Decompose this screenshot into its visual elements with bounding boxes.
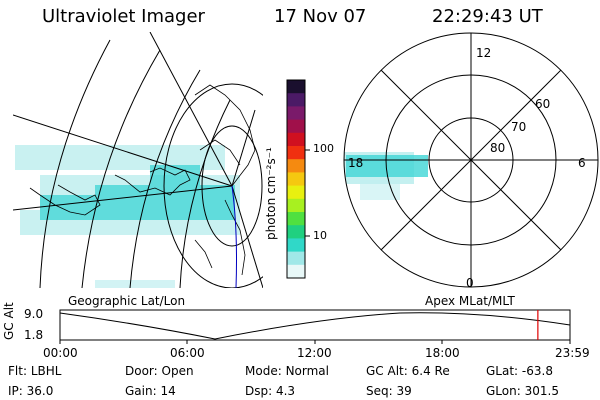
time-tick-0600: 06:00 (170, 346, 205, 360)
lat-label-60: 60 (535, 97, 551, 111)
footer-door: Door: Open (125, 364, 194, 378)
colorbar-tick-100: 100 (313, 142, 334, 155)
colorbar-segment (287, 93, 305, 107)
colorbar-segment (287, 212, 305, 226)
colorbar-segment (287, 251, 305, 266)
footer-dsp: Dsp: 4.3 (245, 384, 296, 398)
date-label: 17 Nov 07 (274, 6, 367, 27)
time-tick-0000: 00:00 (43, 346, 78, 360)
map-body (13, 32, 263, 288)
colorbar-segment (287, 159, 305, 173)
time-tick-1800: 18:00 (425, 346, 460, 360)
geographic-panel-label: Geographic Lat/Lon (68, 294, 186, 308)
altitude-tick-min: 1.8 (24, 328, 44, 342)
colorbar-segment (287, 172, 305, 187)
footer-flt: Flt: LBHL (8, 364, 62, 378)
colorbar-segment (287, 119, 305, 134)
footer-glat: GLat: -63.8 (486, 364, 553, 378)
footer-seq: Seq: 39 (366, 384, 412, 398)
footer-mode: Mode: Normal (245, 364, 329, 378)
lat-label-70: 70 (511, 120, 527, 134)
footer-glon: GLon: 301.5 (486, 384, 559, 398)
time-tick-1200: 12:00 (297, 346, 332, 360)
colorbar-segment (287, 132, 305, 147)
altitude-tick-max: 9.0 (24, 307, 44, 321)
colorbar-segment (287, 264, 305, 279)
colorbar-segment (287, 238, 305, 253)
mlt-label-12: 12 (476, 46, 492, 60)
footer-gc-alt: GC Alt: 6.4 Re (366, 364, 450, 378)
apex-panel-label: Apex MLat/MLT (425, 294, 515, 308)
colorbar-segment (287, 185, 305, 200)
mlt-label-18: 18 (348, 156, 364, 170)
colorbar-tick-10: 10 (313, 229, 327, 242)
colorbar-segment (287, 80, 305, 94)
lat-label-80: 80 (490, 141, 506, 155)
altitude-axis-label: GC Alt (2, 302, 16, 340)
instrument-title: Ultraviolet Imager (42, 6, 205, 27)
mlt-label-6: 6 (578, 156, 586, 170)
colorbar-segment (287, 198, 305, 213)
time-label: 22:29:43 UT (432, 6, 543, 27)
footer-ip: IP: 36.0 (8, 384, 54, 398)
footer-gain: Gain: 14 (125, 384, 176, 398)
colorbar-segment (287, 146, 305, 160)
colorbar-segment (287, 225, 305, 239)
time-tick-2359: 23:59 (555, 346, 590, 360)
mlt-label-0: 0 (466, 276, 474, 290)
colorbar-segment (287, 106, 305, 121)
